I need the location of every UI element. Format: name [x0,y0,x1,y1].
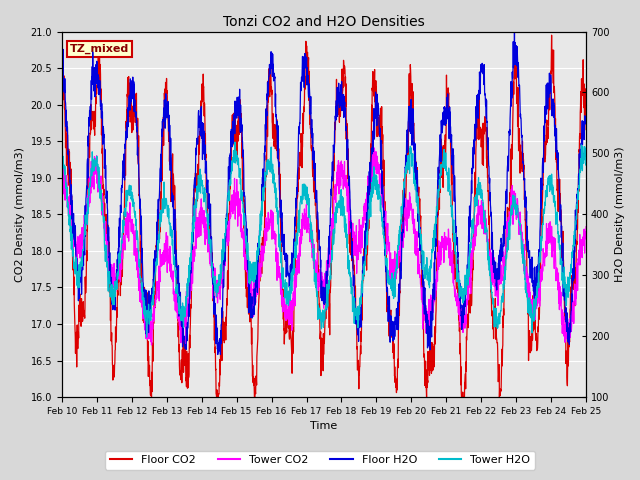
Tower CO2 [582,224,590,229]
Floor CO2 [476,133,484,139]
Floor H2O [551,123,559,129]
Tower H2O [351,302,358,308]
Tower CO2 [551,254,559,260]
Floor H2O [214,352,221,358]
Legend: Floor CO2, Tower CO2, Floor H2O, Tower H2O: Floor CO2, Tower CO2, Floor H2O, Tower H… [105,451,535,469]
Floor H2O [351,298,358,304]
Tower H2O [58,150,66,156]
Tower CO2 [369,144,376,149]
Floor CO2 [536,274,544,280]
Line: Floor H2O: Floor H2O [62,32,586,355]
Floor H2O [511,29,518,35]
Tower H2O [339,195,347,201]
Tower H2O [204,224,212,229]
Tower H2O [582,161,590,167]
X-axis label: Time: Time [310,421,338,432]
Floor CO2 [582,114,590,120]
Title: Tonzi CO2 and H2O Densities: Tonzi CO2 and H2O Densities [223,15,425,29]
Floor H2O [58,65,66,71]
Tower CO2 [477,203,484,209]
Floor CO2 [339,75,347,81]
Floor H2O [582,120,590,126]
Floor H2O [476,91,484,96]
Floor CO2 [351,270,358,276]
Floor CO2 [550,88,558,94]
Y-axis label: H2O Density (mmol/m3): H2O Density (mmol/m3) [615,146,625,282]
Line: Floor CO2: Floor CO2 [62,33,586,397]
Tower CO2 [339,168,347,174]
Tower CO2 [204,240,212,246]
Floor CO2 [204,247,212,252]
Floor CO2 [58,30,66,36]
Text: TZ_mixed: TZ_mixed [70,44,129,54]
Line: Tower H2O: Tower H2O [62,142,586,337]
Line: Tower CO2: Tower CO2 [62,146,586,345]
Floor H2O [204,183,212,189]
Tower CO2 [58,162,66,168]
Tower H2O [143,334,150,340]
Floor CO2 [148,394,156,400]
Tower CO2 [536,297,544,303]
Y-axis label: CO2 Density (mmol/m3): CO2 Density (mmol/m3) [15,147,25,282]
Tower H2O [551,203,559,209]
Tower H2O [536,250,544,255]
Tower H2O [231,139,239,145]
Floor H2O [536,224,544,229]
Tower CO2 [351,229,358,235]
Tower CO2 [148,342,156,348]
Tower H2O [477,182,484,188]
Floor H2O [339,92,347,97]
